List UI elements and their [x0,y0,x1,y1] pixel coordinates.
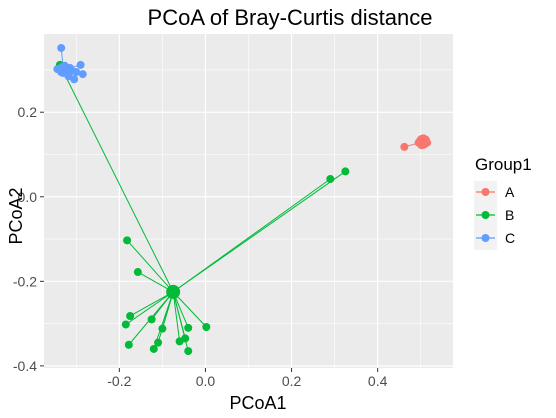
point-C [76,60,85,69]
spider-segment-B [126,239,174,293]
x-tick-label: 0.2 [282,373,302,389]
point-B [202,322,211,331]
point-B [123,236,132,245]
legend-label-A: A [505,184,515,200]
spider-segment-B [172,291,207,328]
point-C [78,70,87,79]
y-tick-label: -0.4 [13,358,37,374]
point-B [133,268,142,277]
chart-title: PCoA of Bray-Curtis distance [148,5,433,30]
point-B [126,311,135,320]
y-axis-title: PCoA2 [6,187,26,244]
spider-segment-B [125,291,174,325]
centroid-B [166,284,181,299]
x-tick-label: -0.2 [107,373,131,389]
legend-label-B: B [505,207,514,223]
legend-key-point [481,234,490,242]
legend-key-point [481,188,490,196]
point-B [184,323,193,332]
centroid-C [56,62,71,77]
spider-segment-B [172,170,346,293]
point-B [341,167,350,176]
point-B [154,338,163,347]
x-tick-label: 0.4 [368,373,388,389]
point-B [326,175,335,184]
x-tick-label: 0.0 [196,373,216,389]
spider-segment-B [59,64,174,293]
y-tick-label: 0.2 [18,104,38,120]
spider-segment-B [172,291,181,342]
spider-segment-B [129,291,174,317]
point-B [147,315,156,324]
centroid-A [415,134,430,149]
point-B [124,340,133,349]
point-C [57,43,66,52]
group-centroids [56,62,430,299]
point-B [181,334,190,343]
y-tick-label: 0.0 [18,189,38,205]
point-C [72,68,81,77]
point-C [70,75,79,84]
minor-gridlines [44,34,453,368]
x-axis-title: PCoA1 [229,393,286,413]
point-B [158,324,167,333]
legend-label-C: C [505,230,515,246]
point-B [149,344,158,353]
major-gridlines [44,34,453,368]
point-B [121,320,130,329]
legend-keys: ABC [474,181,515,250]
point-B [184,347,193,356]
legend-key-point [481,211,490,219]
y-tick-label: -0.2 [13,273,37,289]
y-axis-ticks: -0.4 -0.2 0.0 0.2 [13,104,44,374]
x-axis-ticks: -0.2 0.0 0.2 0.4 [107,368,388,389]
point-A [400,142,409,151]
legend-title: Group1 [475,155,532,174]
legend: Group1 ABC [474,155,532,250]
